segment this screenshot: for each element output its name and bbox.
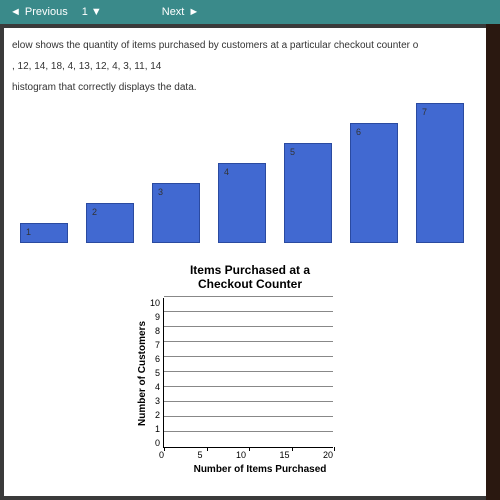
xtick-mark (164, 447, 165, 451)
chart-title: Items Purchased at a Checkout Counter (135, 263, 365, 292)
chart-title-line1: Items Purchased at a (135, 263, 365, 277)
draggable-bar[interactable]: 6 (350, 123, 398, 243)
chart-title-line2: Checkout Counter (135, 277, 365, 291)
bar-label: 6 (356, 127, 361, 137)
data-values: , 12, 14, 18, 4, 13, 12, 4, 3, 11, 14 (12, 61, 488, 72)
ytick: 9 (150, 312, 160, 322)
xtick-mark (292, 447, 293, 451)
chevron-right-icon: ► (188, 6, 199, 18)
bar-label: 5 (290, 147, 295, 157)
bar-label: 2 (92, 207, 97, 217)
xtick: 5 (197, 450, 202, 460)
xtick-mark (249, 447, 250, 451)
ytick: 10 (150, 298, 160, 308)
ytick: 4 (150, 382, 160, 392)
xtick: 15 (279, 450, 289, 460)
draggable-bar[interactable]: 7 (416, 103, 464, 243)
y-axis-ticks: 109876543210 (150, 298, 163, 448)
question-intro: elow shows the quantity of items purchas… (12, 40, 488, 51)
bar-label: 7 (422, 107, 427, 117)
previous-button[interactable]: ◄ Previous 1 ▼ (10, 6, 102, 18)
xtick: 20 (323, 450, 333, 460)
previous-label: Previous (25, 6, 68, 18)
xtick-mark (334, 447, 335, 451)
gridline (164, 356, 333, 357)
chevron-left-icon: ◄ (10, 6, 21, 18)
gridline (164, 326, 333, 327)
nav-header: ◄ Previous 1 ▼ Next ► (0, 0, 500, 24)
chart-body: Number of Customers 109876543210 (135, 298, 365, 448)
ytick: 7 (150, 340, 160, 350)
xtick-mark (207, 447, 208, 451)
draggable-bar[interactable]: 2 (86, 203, 134, 243)
xtick: 0 (159, 450, 164, 460)
photo-edge (486, 24, 500, 500)
x-axis-ticks: 0 5 10 15 20 (159, 450, 333, 460)
draggable-bar[interactable]: 3 (152, 183, 200, 243)
bar-label: 1 (26, 227, 31, 237)
draggable-bars-area: 1 2 3 4 5 6 7 (12, 103, 488, 243)
next-button[interactable]: Next ► (162, 6, 200, 18)
gridline (164, 401, 333, 402)
gridline (164, 296, 333, 297)
gridline (164, 371, 333, 372)
ytick: 0 (150, 438, 160, 448)
ytick: 5 (150, 368, 160, 378)
question-content: elow shows the quantity of items purchas… (4, 28, 496, 496)
ytick: 2 (150, 410, 160, 420)
plot-area[interactable] (163, 298, 333, 448)
ytick: 6 (150, 354, 160, 364)
gridline (164, 311, 333, 312)
histogram-chart: Items Purchased at a Checkout Counter Nu… (135, 263, 365, 475)
ytick: 1 (150, 424, 160, 434)
ytick: 3 (150, 396, 160, 406)
next-label: Next (162, 6, 185, 18)
draggable-bar[interactable]: 5 (284, 143, 332, 243)
gridline (164, 341, 333, 342)
page-indicator: 1 ▼ (82, 6, 102, 18)
instruction-text: histogram that correctly displays the da… (12, 82, 488, 93)
xtick: 10 (236, 450, 246, 460)
draggable-bar[interactable]: 4 (218, 163, 266, 243)
ytick: 8 (150, 326, 160, 336)
gridline (164, 386, 333, 387)
gridline (164, 431, 333, 432)
y-axis-label: Number of Customers (135, 298, 150, 448)
bar-label: 3 (158, 187, 163, 197)
gridline (164, 416, 333, 417)
draggable-bar[interactable]: 1 (20, 223, 68, 243)
x-axis-label: Number of Items Purchased (155, 464, 365, 475)
bar-label: 4 (224, 167, 229, 177)
